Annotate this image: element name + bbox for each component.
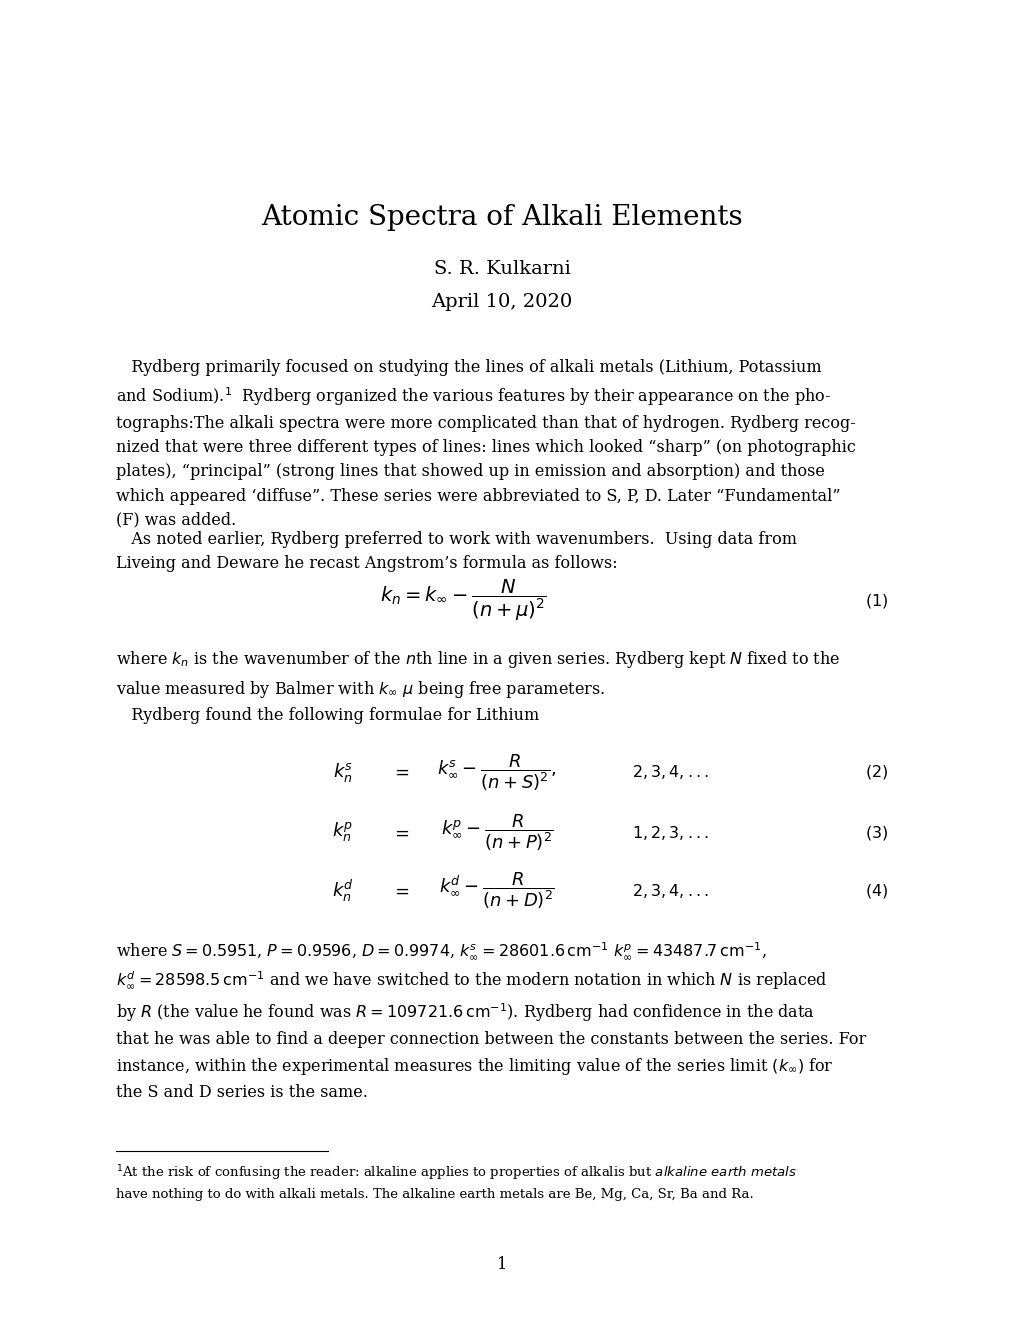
Text: $^1$At the risk of confusing the reader: alkaline applies to properties of alkal: $^1$At the risk of confusing the reader:… xyxy=(116,1163,796,1200)
Text: $k_n = k_\infty - \dfrac{N}{(n + \mu)^2}$: $k_n = k_\infty - \dfrac{N}{(n + \mu)^2}… xyxy=(379,578,546,623)
Text: $=$: $=$ xyxy=(391,882,410,900)
Text: Atomic Spectra of Alkali Elements: Atomic Spectra of Alkali Elements xyxy=(261,205,742,231)
Text: $k^p_n$: $k^p_n$ xyxy=(332,821,353,845)
Text: $k^s_n$: $k^s_n$ xyxy=(332,760,353,784)
Text: $=$: $=$ xyxy=(391,824,410,842)
Text: $=$: $=$ xyxy=(391,763,410,781)
Text: As noted earlier, Rydberg preferred to work with wavenumbers.  Using data from
L: As noted earlier, Rydberg preferred to w… xyxy=(116,531,796,572)
Text: April 10, 2020: April 10, 2020 xyxy=(431,293,572,312)
Text: $k^d_n$: $k^d_n$ xyxy=(331,878,354,904)
Text: $k^s_\infty - \dfrac{R}{(n + S)^2},$: $k^s_\infty - \dfrac{R}{(n + S)^2},$ xyxy=(437,752,556,792)
Text: Rydberg primarily focused on studying the lines of alkali metals (Lithium, Potas: Rydberg primarily focused on studying th… xyxy=(116,359,855,529)
Text: where $k_n$ is the wavenumber of the $n$th line in a given series. Rydberg kept : where $k_n$ is the wavenumber of the $n$… xyxy=(116,649,840,723)
Text: where $S = 0.5951$, $P = 0.9596$, $D = 0.9974$, $k^s_\infty = 28601.6\,\mathrm{c: where $S = 0.5951$, $P = 0.9596$, $D = 0… xyxy=(116,940,865,1101)
Text: $(3)$: $(3)$ xyxy=(864,824,888,842)
Text: $1, 2, 3, ...$: $1, 2, 3, ...$ xyxy=(632,824,708,842)
Text: $(4)$: $(4)$ xyxy=(864,882,888,900)
Text: S. R. Kulkarni: S. R. Kulkarni xyxy=(433,260,570,279)
Text: 1: 1 xyxy=(496,1257,506,1272)
Text: $k^p_\infty - \dfrac{R}{(n + P)^2}$: $k^p_\infty - \dfrac{R}{(n + P)^2}$ xyxy=(440,813,553,853)
Text: $k^d_\infty - \dfrac{R}{(n + D)^2}$: $k^d_\infty - \dfrac{R}{(n + D)^2}$ xyxy=(439,871,554,911)
Text: $(1)$: $(1)$ xyxy=(864,591,888,610)
Text: $2, 3, 4, ...$: $2, 3, 4, ...$ xyxy=(632,882,708,900)
Text: $(2)$: $(2)$ xyxy=(864,763,888,781)
Text: $2, 3, 4, ...$: $2, 3, 4, ...$ xyxy=(632,763,708,781)
